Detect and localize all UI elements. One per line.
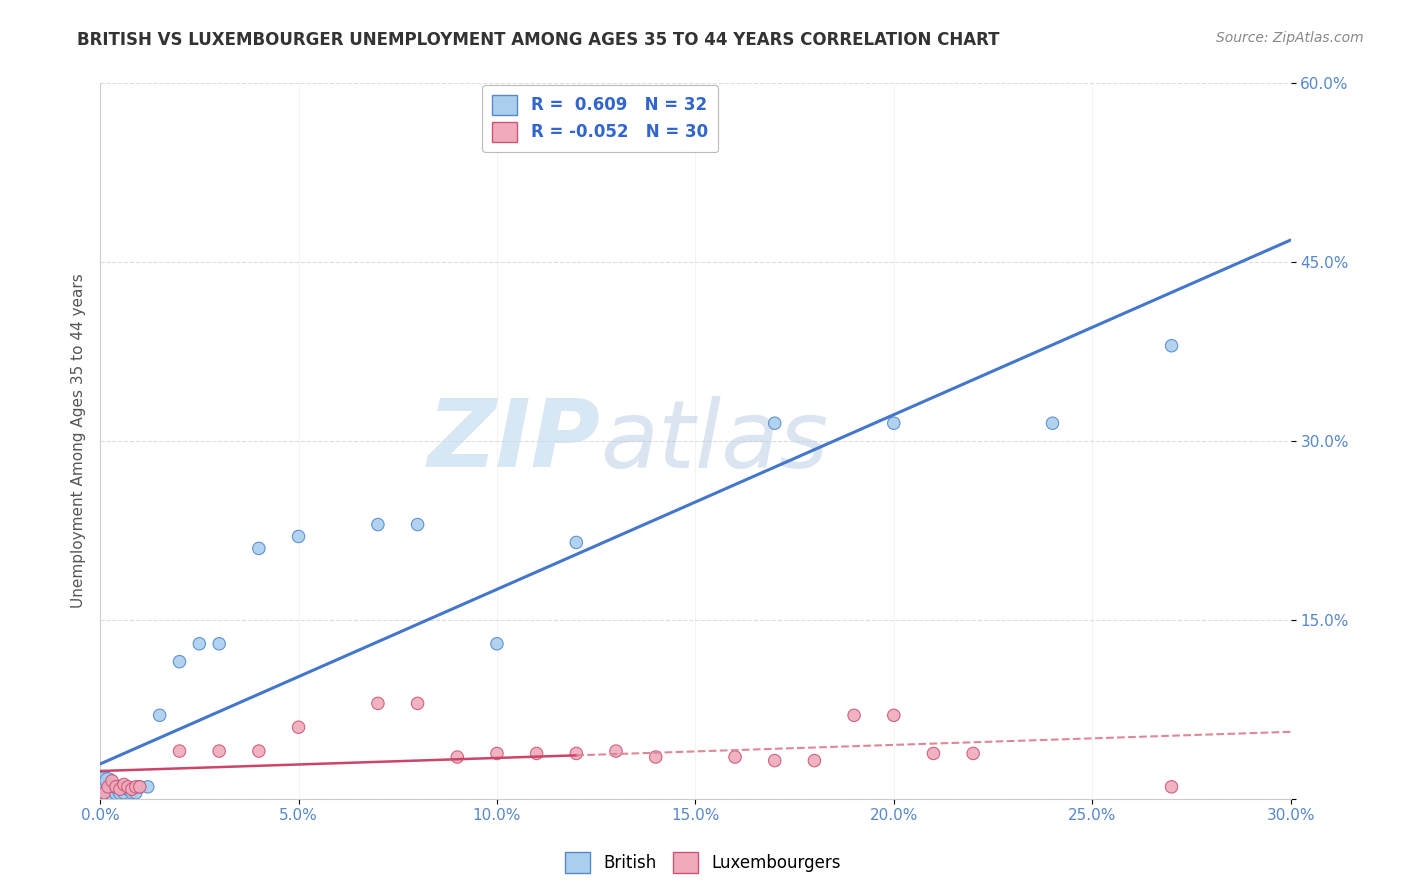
Point <box>287 529 309 543</box>
Point <box>105 786 128 800</box>
Point <box>121 782 143 797</box>
Point <box>93 780 115 794</box>
Point <box>128 780 150 794</box>
Point <box>149 708 172 723</box>
Y-axis label: Unemployment Among Ages 35 to 44 years: Unemployment Among Ages 35 to 44 years <box>72 274 86 608</box>
Point <box>125 780 148 794</box>
Text: BRITISH VS LUXEMBOURGER UNEMPLOYMENT AMONG AGES 35 TO 44 YEARS CORRELATION CHART: BRITISH VS LUXEMBOURGER UNEMPLOYMENT AMO… <box>77 31 1000 49</box>
Point <box>485 637 508 651</box>
Point <box>485 747 508 761</box>
Point <box>1042 416 1064 430</box>
Legend: R =  0.609   N = 32, R = -0.052   N = 30: R = 0.609 N = 32, R = -0.052 N = 30 <box>482 85 718 152</box>
Point <box>922 747 945 761</box>
Point <box>108 780 131 794</box>
Point <box>97 786 120 800</box>
Point <box>724 750 747 764</box>
Point <box>565 535 588 549</box>
Point <box>526 747 548 761</box>
Point <box>128 780 150 794</box>
Point <box>117 780 139 794</box>
Point <box>247 541 270 556</box>
Point <box>105 780 128 794</box>
Point <box>1160 339 1182 353</box>
Point <box>101 780 124 794</box>
Point <box>883 416 905 430</box>
Point <box>406 697 429 711</box>
Point <box>962 747 984 761</box>
Point <box>112 786 135 800</box>
Point <box>188 637 211 651</box>
Point <box>97 780 120 794</box>
Point <box>108 782 131 797</box>
Point <box>367 517 389 532</box>
Text: atlas: atlas <box>600 395 828 487</box>
Point <box>121 786 143 800</box>
Point <box>406 517 429 532</box>
Point <box>93 786 115 800</box>
Point <box>136 780 159 794</box>
Point <box>883 708 905 723</box>
Point <box>125 786 148 800</box>
Point <box>763 754 786 768</box>
Point <box>93 786 115 800</box>
Text: Source: ZipAtlas.com: Source: ZipAtlas.com <box>1216 31 1364 45</box>
Point <box>108 786 131 800</box>
Point <box>803 754 825 768</box>
Point <box>842 708 865 723</box>
Point <box>97 780 120 794</box>
Point <box>169 655 191 669</box>
Point <box>169 744 191 758</box>
Point <box>101 773 124 788</box>
Point <box>105 780 128 794</box>
Point <box>97 773 120 788</box>
Point <box>605 744 627 758</box>
Point <box>208 637 231 651</box>
Text: ZIP: ZIP <box>427 395 600 487</box>
Point <box>763 416 786 430</box>
Point <box>101 786 124 800</box>
Point <box>1160 780 1182 794</box>
Point <box>287 720 309 734</box>
Point <box>446 750 468 764</box>
Point <box>117 782 139 797</box>
Point <box>112 777 135 791</box>
Point <box>93 773 115 788</box>
Point <box>644 750 666 764</box>
Legend: British, Luxembourgers: British, Luxembourgers <box>558 846 848 880</box>
Point <box>565 747 588 761</box>
Point <box>208 744 231 758</box>
Point <box>247 744 270 758</box>
Point <box>367 697 389 711</box>
